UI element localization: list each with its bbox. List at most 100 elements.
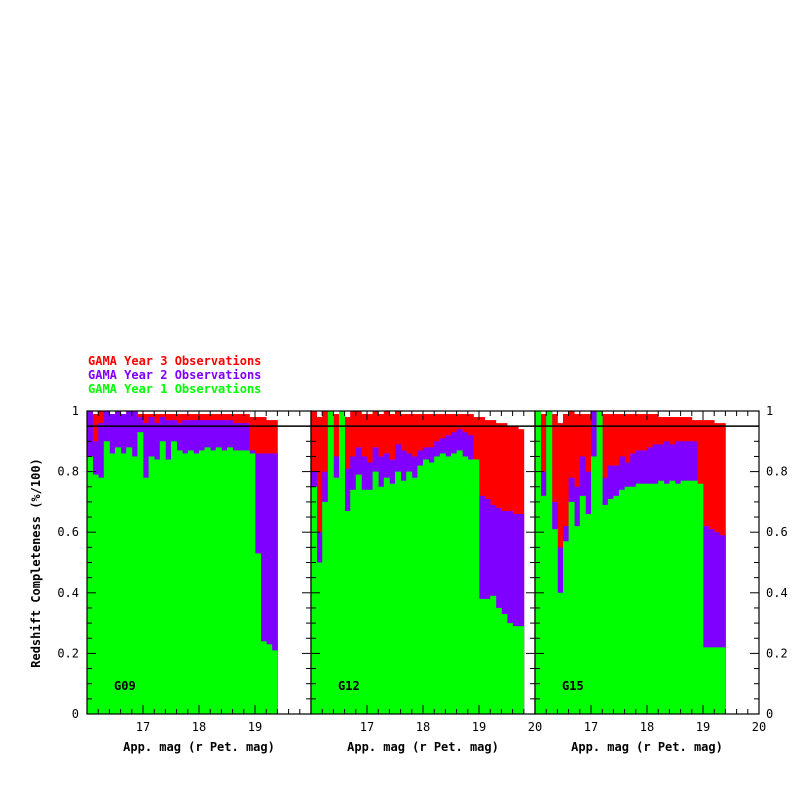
bar-g15-y2-32: [714, 532, 721, 714]
bar-g15-y1-15: [619, 489, 625, 714]
bar-g12-y1-12: [378, 486, 385, 714]
bar-g15-y1-11: [596, 411, 603, 714]
y-tick-label: 0.6: [57, 525, 79, 539]
bar-g09-y1-7: [126, 447, 133, 714]
bar-g12-y1-9: [361, 489, 368, 714]
bar-g15-y1-18: [635, 483, 642, 714]
bar-g15-y1-16: [624, 486, 631, 714]
bar-g09-y2-32: [266, 453, 273, 714]
y-tick-label-right: 0.8: [766, 465, 788, 479]
panel-g09: 17 18 19 0 0.2 0.4 0.6 0.8 1 G09 App. mag (r Pet. …: [57, 404, 312, 754]
bar-g15-y1-12: [602, 504, 609, 714]
legend-year3: GAMA Year 3 Observations: [88, 354, 261, 368]
panel-g15: 17 18 19 200 0.2 0.4 0.6 0.8 1 G15 App. mag (r Pet…: [534, 404, 788, 754]
bar-g12-y1-24: [445, 456, 452, 714]
bar-g12-y1-6: [344, 510, 351, 714]
bar-g12-y1-16: [400, 480, 407, 714]
bar-g15-y1-22: [658, 480, 665, 714]
bar-g12-y1-37: [518, 626, 525, 714]
bar-g09-y1-30: [255, 553, 261, 714]
y-tick-label: 0.2: [57, 646, 79, 660]
legend-year2: GAMA Year 2 Observations: [88, 368, 261, 382]
bar-g12-y1-33: [495, 607, 502, 714]
bar-g15-y1-10: [591, 456, 597, 714]
bar-g15-y1-14: [613, 495, 620, 714]
bar-g12-y1-8: [355, 474, 362, 714]
bar-g09-y1-18: [187, 450, 194, 714]
bar-g09-y1-20: [199, 450, 205, 714]
bar-g12-y1-35: [507, 623, 513, 714]
bar-g09-y1-21: [204, 447, 211, 714]
bar-g12-y1-21: [428, 462, 435, 714]
bar-g12-y1-3: [327, 411, 334, 714]
y-tick-label: 0.8: [57, 465, 79, 479]
bar-g09-y1-9: [137, 432, 144, 714]
bar-g15-y1-9: [585, 514, 592, 714]
bar-g12-y1-7: [350, 489, 357, 714]
bar-g12-y1-32: [490, 595, 497, 714]
bar-g09-y1-12: [154, 459, 161, 714]
bar-g09-y1-29: [249, 453, 256, 714]
y-tick-label: 1: [72, 404, 79, 418]
bar-g15-y1-21: [652, 483, 659, 714]
bar-g12-y1-17: [406, 471, 413, 714]
bar-g15-y1-25: [675, 483, 681, 714]
bar-g15-y1-5: [563, 541, 569, 714]
y-tick-label-right: 0.6: [766, 525, 788, 539]
bar-g12-y1-20: [423, 459, 429, 714]
bar-g15-y1-13: [607, 498, 614, 714]
bar-g15-y1-20: [647, 483, 653, 714]
bar-g12-y1-14: [389, 483, 396, 714]
panels: 17 18 19 0 0.2 0.4 0.6 0.8 1 G09 App. mag (r Pet. …: [57, 404, 787, 754]
x-tick-label: 20: [528, 720, 542, 734]
x-tick-label: 19: [472, 720, 486, 734]
bar-g12-y1-15: [395, 471, 401, 714]
y-tick-label: 0.4: [57, 586, 79, 600]
bar-g15-y1-32: [714, 647, 721, 714]
bar-g12-y2-37: [518, 514, 525, 714]
bar-g09-y1-0: [87, 456, 93, 714]
bar-g15-y1-1: [540, 495, 547, 714]
y-tick-label-right: 0: [766, 707, 773, 721]
bar-g12-y1-22: [434, 456, 441, 714]
bar-g15-y2-33: [719, 535, 726, 714]
bar-g15-y1-6: [568, 501, 575, 714]
bar-g09-y1-26: [232, 450, 239, 714]
x-tick-label: 19: [696, 720, 710, 734]
bar-g09-y1-24: [221, 450, 228, 714]
panel-label: G09: [114, 679, 136, 693]
bar-g09-y1-19: [193, 453, 200, 714]
bar-g12-y2-35: [507, 510, 513, 714]
y-tick-label-right: 1: [766, 404, 773, 418]
bar-g09-y2-31: [260, 453, 267, 714]
x-axis-title: App. mag (r Pet. mag): [347, 740, 499, 754]
bar-g12-y2-36: [512, 514, 519, 714]
y-tick-label-right: 0.2: [766, 646, 788, 660]
bar-g15-y1-3: [551, 529, 558, 714]
bar-g12-y1-13: [383, 477, 390, 714]
bar-g09-y1-14: [165, 459, 172, 714]
bar-g09-y1-33: [271, 650, 278, 714]
bar-g09-y1-8: [131, 456, 138, 714]
x-tick-label: 18: [192, 720, 206, 734]
bar-g12-y1-0: [311, 486, 317, 714]
panel-label: G15: [562, 679, 584, 693]
bar-g15-y1-26: [680, 480, 687, 714]
bar-g12-y1-1: [316, 562, 323, 714]
y-tick-label: 0: [72, 707, 79, 721]
bar-g12-y1-30: [479, 598, 485, 714]
bar-g09-y1-22: [210, 450, 217, 714]
bar-g15-y1-19: [641, 483, 648, 714]
bar-g12-y1-27: [462, 456, 469, 714]
bar-g12-y1-10: [367, 489, 373, 714]
panel-label: G12: [338, 679, 360, 693]
legend: GAMA Year 3 Observations GAMA Year 2 Obs…: [88, 354, 261, 396]
bar-g12-y1-23: [439, 453, 446, 714]
x-tick-label: 17: [136, 720, 150, 734]
bar-g09-y1-28: [243, 450, 250, 714]
bar-g15-y2-31: [708, 529, 715, 714]
bar-g12-y1-18: [411, 477, 418, 714]
x-tick-label: 19: [248, 720, 262, 734]
bar-g15-y1-8: [579, 495, 586, 714]
